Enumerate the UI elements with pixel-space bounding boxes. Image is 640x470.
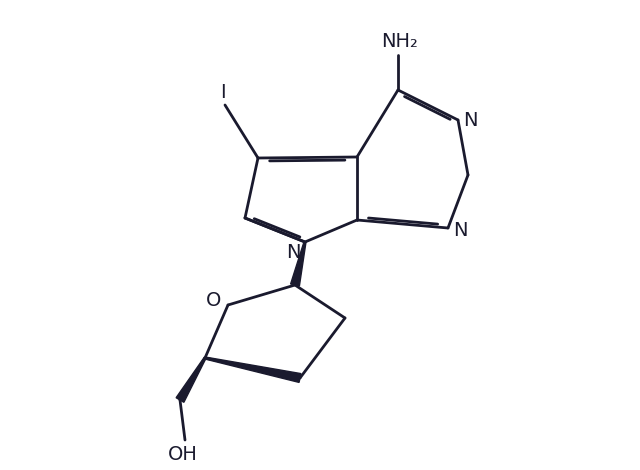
Text: N: N (452, 220, 467, 240)
Text: N: N (463, 110, 477, 130)
Text: N: N (285, 243, 300, 261)
Polygon shape (205, 357, 301, 383)
Text: I: I (220, 83, 226, 102)
Polygon shape (176, 358, 206, 402)
Text: O: O (206, 291, 221, 311)
Polygon shape (291, 242, 306, 286)
Text: OH: OH (168, 445, 198, 463)
Text: NH₂: NH₂ (381, 31, 419, 50)
